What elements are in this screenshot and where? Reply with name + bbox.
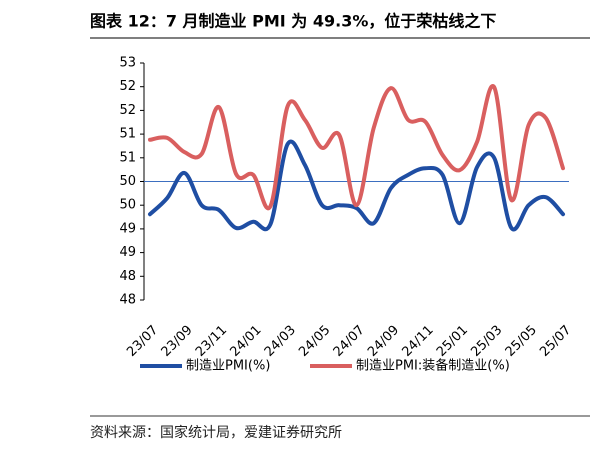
x-tick-label: 24/11 [400,323,437,360]
legend-label: 制造业PMI(%) [186,359,270,374]
y-tick-label: 49 [119,221,136,236]
y-tick-label: 51 [119,127,136,142]
x-tick-label: 25/07 [537,323,574,360]
legend-label: 制造业PMI:装备制造业(%) [356,358,510,374]
y-tick-label: 48 [119,293,136,308]
chart-title: 图表 12：7 月制造业 PMI 为 49.3%，位于荣枯线之下 [90,12,496,31]
x-tick-label: 25/05 [503,323,540,360]
series-line [148,84,565,211]
y-tick-label: 52 [119,79,136,94]
x-tick-label: 24/01 [227,323,264,360]
x-tick-label: 24/03 [262,323,299,360]
y-tick-label: 48 [119,269,136,284]
x-tick-label: 23/07 [124,323,161,360]
source: 资料来源：国家统计局，爱建证券研究所 [90,424,342,441]
x-tick-label: 25/01 [434,323,471,360]
x-tick-label: 23/09 [159,323,196,360]
x-tick-label: 24/09 [365,323,402,360]
y-tick-label: 52 [119,103,136,118]
y-tick-label: 53 [119,56,136,71]
x-tick-label: 23/11 [193,323,230,360]
x-tick-label: 24/07 [331,323,368,360]
y-tick-label: 50 [119,198,136,213]
y-tick-label: 51 [119,150,136,165]
y-tick-label: 50 [119,174,136,189]
x-tick-label: 24/05 [296,323,333,360]
x-tick-label: 25/03 [468,323,505,360]
series-line [148,139,565,232]
y-tick-label: 49 [119,245,136,260]
